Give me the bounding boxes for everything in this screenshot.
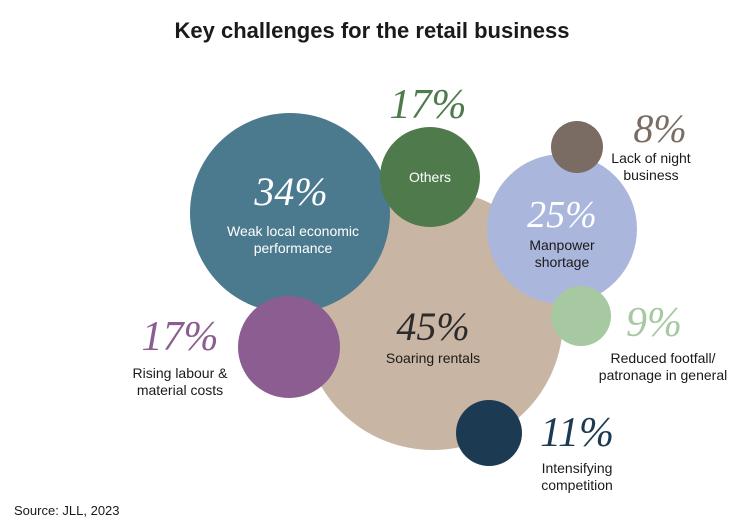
value-label-economic: 34%: [253, 169, 327, 214]
category-label-footfall: Reduced footfall/patronage in general: [599, 350, 727, 383]
bubble-others: [380, 127, 480, 227]
value-label-labour: 17%: [142, 314, 219, 360]
category-label-others: Others: [409, 169, 451, 185]
value-label-manpower: 25%: [527, 194, 597, 236]
value-label-night: 8%: [633, 106, 686, 151]
bubble-manpower: [487, 154, 637, 304]
category-label-labour: Rising labour & material costs: [133, 365, 229, 398]
category-label-night: Lack of night business: [611, 150, 690, 183]
bubble-night: [551, 121, 603, 173]
category-label-manpower: Manpower shortage: [529, 237, 595, 270]
bubble-competition: [456, 400, 522, 466]
category-label-competition: Intensifying competition: [541, 460, 613, 493]
value-label-rentals: 45%: [396, 304, 469, 349]
category-label-rentals: Soaring rentals: [386, 350, 480, 366]
bubble-economic: [190, 113, 390, 313]
bubble-footfall: [551, 286, 611, 346]
category-label-economic: Weak local economic performance: [227, 223, 359, 256]
source-note: Source: JLL, 2023: [14, 503, 120, 518]
bubble-labour: [238, 296, 340, 398]
value-label-competition: 11%: [540, 410, 614, 456]
value-label-footfall: 9%: [626, 300, 682, 346]
chart-title: Key challenges for the retail business: [174, 18, 570, 43]
value-label-others: 17%: [390, 82, 467, 128]
